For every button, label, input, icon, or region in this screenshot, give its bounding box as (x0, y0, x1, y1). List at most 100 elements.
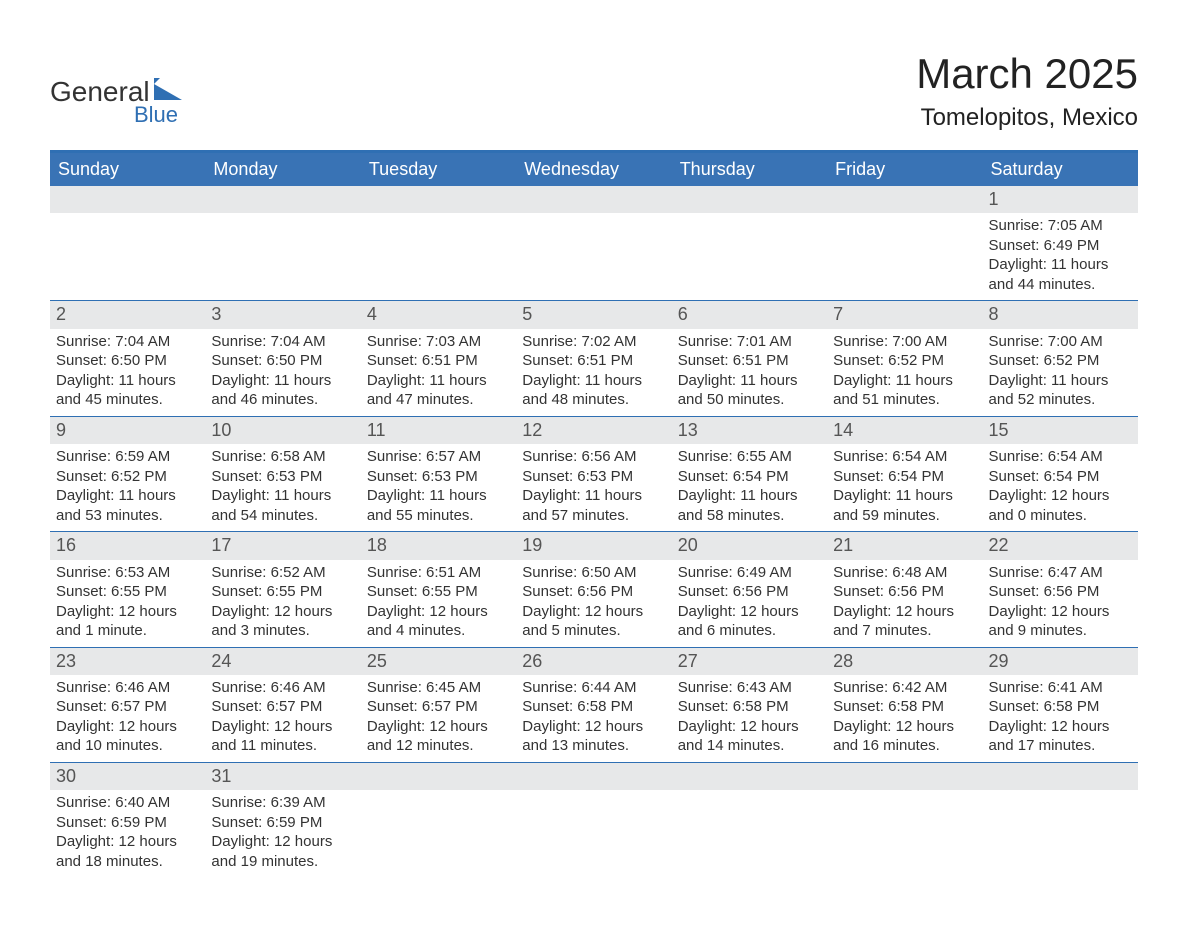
sunrise-text: Sunrise: 6:56 AM (522, 447, 665, 467)
sunrise-text: Sunrise: 6:42 AM (833, 678, 976, 698)
daylight-text: Daylight: 12 hours and 0 minutes. (989, 486, 1132, 525)
day-cell (205, 186, 360, 300)
day-body: Sunrise: 6:55 AMSunset: 6:54 PMDaylight:… (672, 444, 827, 531)
logo-shape-icon (154, 78, 182, 100)
day-number: 10 (205, 417, 360, 444)
day-body: Sunrise: 6:45 AMSunset: 6:57 PMDaylight:… (361, 675, 516, 762)
day-body (50, 213, 205, 222)
day-cell: 19Sunrise: 6:50 AMSunset: 6:56 PMDayligh… (516, 532, 671, 646)
day-body: Sunrise: 7:00 AMSunset: 6:52 PMDaylight:… (983, 329, 1138, 416)
day-body: Sunrise: 6:39 AMSunset: 6:59 PMDaylight:… (205, 790, 360, 877)
day-body: Sunrise: 6:51 AMSunset: 6:55 PMDaylight:… (361, 560, 516, 647)
day-number (50, 186, 205, 213)
day-number: 23 (50, 648, 205, 675)
sunrise-text: Sunrise: 7:02 AM (522, 332, 665, 352)
day-body: Sunrise: 7:02 AMSunset: 6:51 PMDaylight:… (516, 329, 671, 416)
week-row: 23Sunrise: 6:46 AMSunset: 6:57 PMDayligh… (50, 648, 1138, 763)
daylight-text: Daylight: 12 hours and 6 minutes. (678, 602, 821, 641)
sunset-text: Sunset: 6:54 PM (989, 467, 1132, 487)
day-cell: 20Sunrise: 6:49 AMSunset: 6:56 PMDayligh… (672, 532, 827, 646)
day-number (361, 763, 516, 790)
sunset-text: Sunset: 6:54 PM (678, 467, 821, 487)
sunset-text: Sunset: 6:53 PM (522, 467, 665, 487)
day-cell (672, 763, 827, 877)
day-number (205, 186, 360, 213)
day-cell: 6Sunrise: 7:01 AMSunset: 6:51 PMDaylight… (672, 301, 827, 415)
day-body: Sunrise: 6:44 AMSunset: 6:58 PMDaylight:… (516, 675, 671, 762)
sunrise-text: Sunrise: 7:00 AM (989, 332, 1132, 352)
day-cell: 8Sunrise: 7:00 AMSunset: 6:52 PMDaylight… (983, 301, 1138, 415)
day-cell: 13Sunrise: 6:55 AMSunset: 6:54 PMDayligh… (672, 417, 827, 531)
day-number (827, 186, 982, 213)
day-cell (516, 186, 671, 300)
day-number: 16 (50, 532, 205, 559)
daylight-text: Daylight: 12 hours and 7 minutes. (833, 602, 976, 641)
sunrise-text: Sunrise: 7:04 AM (211, 332, 354, 352)
day-body: Sunrise: 6:42 AMSunset: 6:58 PMDaylight:… (827, 675, 982, 762)
day-body (983, 790, 1138, 799)
month-title: March 2025 (916, 50, 1138, 98)
week-row: 16Sunrise: 6:53 AMSunset: 6:55 PMDayligh… (50, 532, 1138, 647)
day-cell: 1Sunrise: 7:05 AMSunset: 6:49 PMDaylight… (983, 186, 1138, 300)
daylight-text: Daylight: 12 hours and 10 minutes. (56, 717, 199, 756)
day-body: Sunrise: 6:54 AMSunset: 6:54 PMDaylight:… (983, 444, 1138, 531)
daylight-text: Daylight: 11 hours and 52 minutes. (989, 371, 1132, 410)
daylight-text: Daylight: 12 hours and 1 minute. (56, 602, 199, 641)
day-header-sunday: Sunday (50, 153, 205, 186)
day-number: 20 (672, 532, 827, 559)
sunset-text: Sunset: 6:56 PM (678, 582, 821, 602)
sunrise-text: Sunrise: 6:51 AM (367, 563, 510, 583)
sunrise-text: Sunrise: 6:46 AM (211, 678, 354, 698)
day-number: 24 (205, 648, 360, 675)
sunset-text: Sunset: 6:56 PM (833, 582, 976, 602)
logo: General (50, 50, 182, 106)
day-body (827, 790, 982, 799)
week-row: 30Sunrise: 6:40 AMSunset: 6:59 PMDayligh… (50, 763, 1138, 877)
daylight-text: Daylight: 12 hours and 19 minutes. (211, 832, 354, 871)
day-number: 1 (983, 186, 1138, 213)
day-cell: 23Sunrise: 6:46 AMSunset: 6:57 PMDayligh… (50, 648, 205, 762)
day-cell: 31Sunrise: 6:39 AMSunset: 6:59 PMDayligh… (205, 763, 360, 877)
week-row: 1Sunrise: 7:05 AMSunset: 6:49 PMDaylight… (50, 186, 1138, 301)
day-number: 9 (50, 417, 205, 444)
sunset-text: Sunset: 6:51 PM (522, 351, 665, 371)
day-cell: 24Sunrise: 6:46 AMSunset: 6:57 PMDayligh… (205, 648, 360, 762)
day-number: 21 (827, 532, 982, 559)
day-number: 14 (827, 417, 982, 444)
day-header-thursday: Thursday (672, 153, 827, 186)
sunset-text: Sunset: 6:57 PM (56, 697, 199, 717)
sunset-text: Sunset: 6:58 PM (522, 697, 665, 717)
day-header-wednesday: Wednesday (516, 153, 671, 186)
day-cell (827, 763, 982, 877)
day-body: Sunrise: 6:53 AMSunset: 6:55 PMDaylight:… (50, 560, 205, 647)
sunrise-text: Sunrise: 6:41 AM (989, 678, 1132, 698)
day-cell: 3Sunrise: 7:04 AMSunset: 6:50 PMDaylight… (205, 301, 360, 415)
sunrise-text: Sunrise: 6:39 AM (211, 793, 354, 813)
day-body: Sunrise: 6:48 AMSunset: 6:56 PMDaylight:… (827, 560, 982, 647)
sunrise-text: Sunrise: 6:49 AM (678, 563, 821, 583)
sunset-text: Sunset: 6:59 PM (56, 813, 199, 833)
daylight-text: Daylight: 12 hours and 3 minutes. (211, 602, 354, 641)
day-number: 2 (50, 301, 205, 328)
sunset-text: Sunset: 6:52 PM (56, 467, 199, 487)
sunrise-text: Sunrise: 6:47 AM (989, 563, 1132, 583)
day-body: Sunrise: 6:49 AMSunset: 6:56 PMDaylight:… (672, 560, 827, 647)
daylight-text: Daylight: 12 hours and 18 minutes. (56, 832, 199, 871)
sunset-text: Sunset: 6:57 PM (211, 697, 354, 717)
day-cell (983, 763, 1138, 877)
day-cell: 18Sunrise: 6:51 AMSunset: 6:55 PMDayligh… (361, 532, 516, 646)
sunset-text: Sunset: 6:56 PM (522, 582, 665, 602)
day-number: 27 (672, 648, 827, 675)
daylight-text: Daylight: 12 hours and 12 minutes. (367, 717, 510, 756)
day-cell: 14Sunrise: 6:54 AMSunset: 6:54 PMDayligh… (827, 417, 982, 531)
sunrise-text: Sunrise: 6:54 AM (989, 447, 1132, 467)
sunset-text: Sunset: 6:54 PM (833, 467, 976, 487)
day-number: 6 (672, 301, 827, 328)
day-cell: 2Sunrise: 7:04 AMSunset: 6:50 PMDaylight… (50, 301, 205, 415)
day-number (516, 186, 671, 213)
day-number: 31 (205, 763, 360, 790)
day-cell (50, 186, 205, 300)
daylight-text: Daylight: 11 hours and 46 minutes. (211, 371, 354, 410)
page-header: General Blue March 2025 Tomelopitos, Mex… (50, 50, 1138, 132)
day-cell: 21Sunrise: 6:48 AMSunset: 6:56 PMDayligh… (827, 532, 982, 646)
